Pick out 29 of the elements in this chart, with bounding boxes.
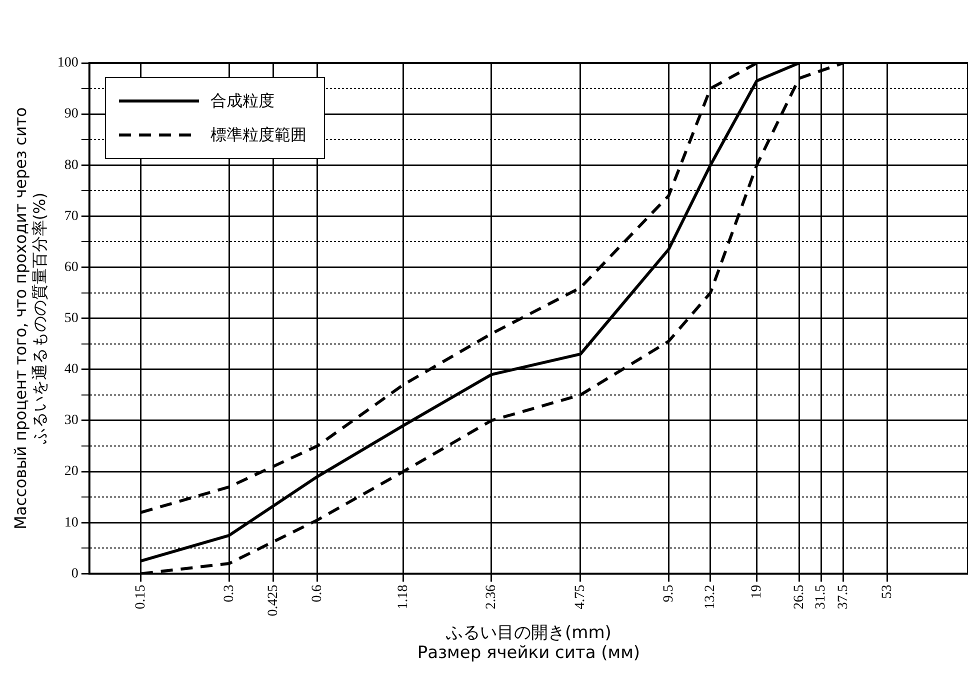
x-tick-label: 0.3 <box>222 584 237 602</box>
y-tick-label: 80 <box>64 158 78 173</box>
y-tick-label: 10 <box>64 515 78 530</box>
x-tick-label: 0.15 <box>134 584 149 610</box>
y-tick-label: 90 <box>64 106 78 122</box>
x-tick-label: 0.6 <box>310 584 325 602</box>
y-tick-label: 50 <box>64 311 78 326</box>
y-tick-label: 40 <box>64 362 78 378</box>
y-tick-label: 60 <box>64 260 78 275</box>
y-tick-label: 100 <box>57 56 78 71</box>
x-tick-label: 19 <box>749 584 764 599</box>
x-tick-label: 0.425 <box>266 584 282 616</box>
x-tick-label: 4.75 <box>573 584 588 610</box>
x-tick-label: 2.36 <box>484 584 500 610</box>
y-tick-label: 0 <box>71 566 78 582</box>
x-tick-label: 9.5 <box>661 584 676 602</box>
x-tick-label: 26.5 <box>792 584 807 610</box>
x-tick-label: 53 <box>880 584 895 599</box>
y-tick-label: 70 <box>64 208 78 224</box>
legend-label: 標準粒度範囲 <box>210 124 306 146</box>
x-tick-label: 1.18 <box>396 584 411 610</box>
x-tick-label: 37.5 <box>836 584 851 610</box>
y-tick-label: 20 <box>64 464 78 480</box>
x-tick-label: 13.2 <box>703 584 718 610</box>
x-axis-title: ふるい目の開き(mm) Размер ячейки сита (мм) <box>417 622 640 664</box>
y-axis-title: Массовый процент того, что проходит через сито ふるいを通るものの質量百分率(%) <box>10 107 49 530</box>
y-tick-label: 30 <box>64 413 78 428</box>
x-tick-label: 31.5 <box>814 584 829 610</box>
legend-label: 合成粒度 <box>210 90 274 112</box>
